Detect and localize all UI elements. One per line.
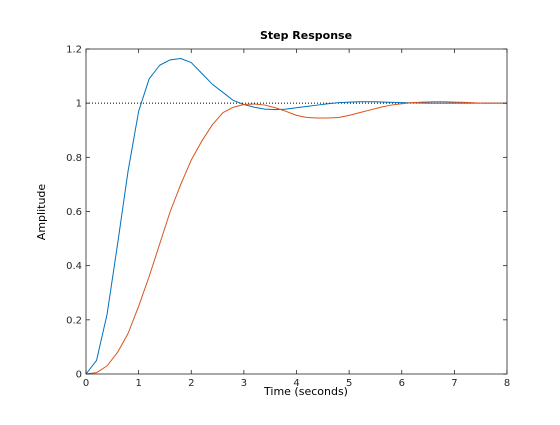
x-tick-label: 4 bbox=[293, 378, 299, 389]
y-axis-label: Amplitude bbox=[35, 184, 48, 241]
series-layer bbox=[85, 57, 507, 375]
ticks-layer: 0 1 2 3 4 5 6 7 8 0 0.2 0.4 0.6 0.8 1 1.2 bbox=[66, 45, 510, 390]
x-tick-label: 8 bbox=[504, 378, 510, 389]
axes-layer bbox=[85, 48, 508, 375]
x-tick-label: 2 bbox=[188, 378, 194, 389]
x-tick-label: 3 bbox=[241, 378, 247, 389]
y-tick-label: 0.8 bbox=[66, 153, 82, 164]
x-tick-label: 6 bbox=[399, 378, 405, 389]
x-tick-label: 1 bbox=[135, 378, 141, 389]
series-line-1 bbox=[85, 57, 507, 375]
y-tick-label: 0.6 bbox=[66, 207, 82, 218]
x-tick-label: 7 bbox=[451, 378, 457, 389]
x-tick-label: 0 bbox=[83, 378, 89, 389]
y-tick-label: 0.2 bbox=[66, 315, 82, 326]
x-axis-label: Time (seconds) bbox=[263, 385, 348, 398]
y-tick-label: 0 bbox=[76, 370, 82, 381]
series-line-2 bbox=[85, 101, 507, 375]
y-tick-label: 0.4 bbox=[66, 261, 82, 272]
x-tick-label: 5 bbox=[346, 378, 352, 389]
chart-title: Step Response bbox=[260, 29, 352, 42]
plot-frame bbox=[85, 48, 508, 375]
y-tick-label: 1 bbox=[76, 99, 82, 110]
y-tick-label: 1.2 bbox=[66, 45, 82, 56]
